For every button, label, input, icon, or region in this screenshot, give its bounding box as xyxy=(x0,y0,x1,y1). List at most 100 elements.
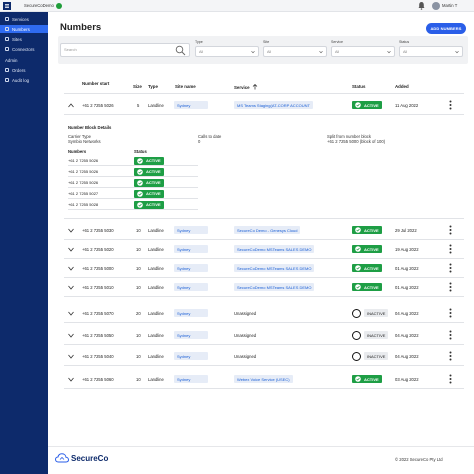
type-select[interactable]: All xyxy=(195,46,259,57)
sidebar-item-sites[interactable]: Sites xyxy=(0,35,48,43)
chevron-down-icon[interactable] xyxy=(68,311,74,316)
sidebar-item-label: Numbers xyxy=(12,26,30,32)
status-text: ACTIVE xyxy=(146,180,161,185)
table-row[interactable]: +61 2 7255 5030 10 Landline Sydney Secur… xyxy=(64,220,464,240)
column-header-status[interactable]: Status xyxy=(352,84,366,89)
site-link[interactable]: Sydney xyxy=(174,264,209,272)
number-start: +61 2 7255 5060 xyxy=(82,376,114,382)
numbers-icon xyxy=(5,27,9,31)
sort-up-icon[interactable] xyxy=(252,84,258,90)
footer-divider xyxy=(48,446,474,447)
top-bar: SecureCoDemo Martin T xyxy=(0,0,474,12)
service-link[interactable]: SecureCo Demo - Genesys Cloud xyxy=(234,226,301,234)
chevron-down-icon xyxy=(319,50,323,54)
check-icon xyxy=(137,157,143,164)
search-input[interactable]: Search xyxy=(60,43,190,57)
sidebar-item-numbers[interactable]: Numbers xyxy=(0,25,48,33)
added-date: 11 Aug 2022 xyxy=(395,102,419,108)
status-text: INACTIVE xyxy=(364,331,389,339)
column-header-number-start[interactable]: Number start xyxy=(82,81,110,86)
site-link[interactable]: Sydney xyxy=(174,101,209,109)
site-link[interactable]: Sydney xyxy=(174,245,209,253)
number-start: +61 2 7255 5026 xyxy=(82,102,114,108)
user-name[interactable]: Martin T xyxy=(442,3,458,8)
more-options-icon[interactable] xyxy=(449,308,452,318)
site-filter[interactable]: Site All xyxy=(263,40,327,58)
size: 10 xyxy=(136,376,141,382)
sites-icon xyxy=(5,37,9,41)
size: 5 xyxy=(137,102,140,108)
table-row[interactable]: +61 2 7255 5020 10 Landline Sydney Secur… xyxy=(64,239,464,259)
avatar[interactable] xyxy=(432,2,440,10)
sidebar-section-admin: Admin xyxy=(5,58,18,63)
column-header-site[interactable]: Site name xyxy=(175,84,196,89)
table-row[interactable]: +61 2 7255 5070 20 Landline Sydney Unass… xyxy=(64,303,464,323)
table-row[interactable]: +61 2 7255 5000 10 Landline Sydney Secur… xyxy=(64,258,464,278)
sidebar-item-audit-log[interactable]: Audit log xyxy=(0,76,48,84)
sidebar-item-orders[interactable]: Orders xyxy=(0,66,48,74)
more-options-icon[interactable] xyxy=(449,225,452,235)
chevron-down-icon[interactable] xyxy=(68,333,74,338)
added-date: 01 Aug 2022 xyxy=(395,284,419,290)
service-filter[interactable]: Service All xyxy=(331,40,395,58)
site-link[interactable]: Sydney xyxy=(174,283,209,291)
service-link[interactable]: SecureCoDemo MSTeams SALES DEMO xyxy=(234,264,315,272)
status-badge: ACTIVE xyxy=(352,245,382,253)
site-link[interactable]: Sydney xyxy=(174,226,209,234)
search-icon[interactable] xyxy=(175,45,186,56)
column-header-size[interactable]: Size xyxy=(133,84,142,89)
more-options-icon[interactable] xyxy=(449,282,452,292)
column-header-type[interactable]: Type xyxy=(148,84,158,89)
check-icon xyxy=(137,201,143,208)
chevron-down-icon[interactable] xyxy=(68,247,74,252)
table-row[interactable]: +61 2 7255 5060 10 Landline Sydney Webex… xyxy=(64,369,464,389)
more-options-icon[interactable] xyxy=(449,351,452,361)
chevron-up-icon[interactable] xyxy=(68,103,74,108)
type-filter[interactable]: Type All xyxy=(195,40,259,58)
site-link[interactable]: Sydney xyxy=(174,352,209,360)
status-text: ACTIVE xyxy=(364,102,379,108)
table-row-expanded[interactable]: +61 2 7255 5026 5 Landline Sydney MS Tea… xyxy=(64,95,464,115)
connectors-icon xyxy=(5,47,9,51)
table-row[interactable]: +61 2 7255 5010 10 Landline Sydney Secur… xyxy=(64,277,464,297)
table-row[interactable]: +61 2 7255 5050 10 Landline Sydney Unass… xyxy=(64,325,464,345)
org-switcher[interactable]: SecureCoDemo xyxy=(24,2,62,10)
site-select[interactable]: All xyxy=(263,46,327,57)
add-numbers-button[interactable]: ADD NUMBERS xyxy=(426,23,466,34)
menu-icon[interactable] xyxy=(3,2,11,10)
service-filter-label: Service xyxy=(331,40,343,44)
column-header-added[interactable]: Added xyxy=(395,84,409,89)
sidebar-item-label: Audit log xyxy=(12,77,30,83)
more-options-icon[interactable] xyxy=(449,244,452,254)
more-options-icon[interactable] xyxy=(449,330,452,340)
status-filter[interactable]: Status All xyxy=(399,40,463,58)
chevron-down-icon[interactable] xyxy=(68,266,74,271)
chevron-down-icon[interactable] xyxy=(68,377,74,382)
table-row[interactable]: +61 2 7255 5040 10 Landline Sydney Unass… xyxy=(64,346,464,366)
service-link[interactable]: MS Teams Staging(AT-CORP ACCOUNT xyxy=(234,101,313,109)
sidebar-item-services[interactable]: Services xyxy=(0,15,48,23)
site-link[interactable]: Sydney xyxy=(174,331,209,339)
status-badge: ACTIVE xyxy=(352,264,382,272)
service-link[interactable]: SecureCoDemo MSTeams SALES DEMO xyxy=(234,245,315,253)
inactive-circle-icon xyxy=(352,308,361,318)
service-link[interactable]: SecureCoDemo MSTeams SALES DEMO xyxy=(234,283,315,291)
more-options-icon[interactable] xyxy=(449,100,452,110)
chevron-down-icon[interactable] xyxy=(68,285,74,290)
number: +61 2 7255 5026 xyxy=(68,169,99,174)
type: Landline xyxy=(148,353,164,359)
more-options-icon[interactable] xyxy=(449,263,452,273)
status-select[interactable]: All xyxy=(399,46,463,57)
service-link[interactable]: Webex Voice Service (USEC) xyxy=(234,375,293,383)
sidebar-item-connectors[interactable]: Connectors xyxy=(0,45,48,53)
column-header-service[interactable]: Service xyxy=(234,84,258,90)
site-link[interactable]: Sydney xyxy=(174,309,209,317)
bell-icon[interactable] xyxy=(418,1,425,10)
search-placeholder: Search xyxy=(64,47,77,52)
org-status-icon xyxy=(55,3,62,9)
chevron-down-icon[interactable] xyxy=(68,354,74,359)
site-link[interactable]: Sydney xyxy=(174,375,209,383)
chevron-down-icon[interactable] xyxy=(68,228,74,233)
more-options-icon[interactable] xyxy=(449,374,452,384)
service-select[interactable]: All xyxy=(331,46,395,57)
